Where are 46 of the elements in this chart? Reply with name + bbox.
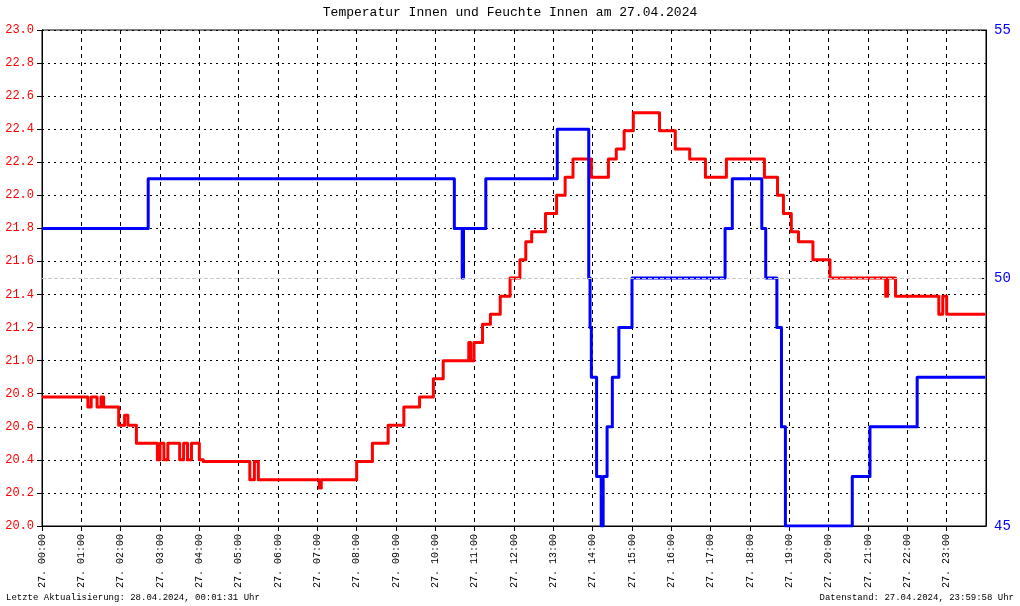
y-tick-label: 22.8 — [5, 56, 34, 71]
y-tick-label: 20.2 — [5, 485, 34, 500]
x-tick-label: 27. 19:00 — [783, 534, 795, 589]
y-tick-label: 22.6 — [5, 89, 34, 104]
x-tick-label: 27. 22:00 — [901, 534, 913, 589]
y-tick-label: 22.4 — [5, 122, 34, 137]
y-tick-label: 22.2 — [5, 155, 34, 170]
y-tick-label: 20.8 — [5, 386, 34, 401]
y-tick-label: 20.4 — [5, 452, 34, 467]
y-tick-label: 21.4 — [5, 287, 34, 302]
y-tick-label: 22.0 — [5, 188, 34, 203]
x-tick-label: 27. 13:00 — [547, 534, 559, 589]
x-tick-label: 27. 03:00 — [154, 534, 166, 589]
x-tick-label: 27. 15:00 — [626, 534, 638, 589]
y2-tick-label: 55 — [994, 22, 1011, 38]
y2-tick-label: 50 — [994, 270, 1011, 286]
x-tick-label: 27. 12:00 — [508, 534, 520, 589]
x-tick-label: 27. 08:00 — [351, 534, 363, 589]
y-tick-label: 20.6 — [5, 419, 34, 434]
x-tick-label: 27. 02:00 — [115, 534, 127, 589]
y2-tick-label: 45 — [994, 518, 1011, 534]
x-tick-label: 27. 16:00 — [665, 534, 677, 589]
x-tick-label: 27. 07:00 — [311, 534, 323, 589]
text: Letzte Aktualisierung: 28.04.2024, 00:01:31 Uhr — [6, 592, 260, 603]
y-tick-label: 20.0 — [5, 519, 34, 533]
text: Datenstand: 27.04.2024, 23:59:58 Uhr — [819, 592, 1015, 603]
x-tick-label: 27. 09:00 — [390, 534, 402, 589]
x-tick-label: 27. 01:00 — [75, 534, 87, 589]
x-tick-label: 27. 10:00 — [429, 534, 441, 589]
x-tick-label: 27. 23:00 — [941, 534, 953, 589]
y-tick-label: 21.6 — [5, 254, 34, 269]
x-tick-label: 27. 20:00 — [823, 534, 835, 589]
y-tick-label: 21.8 — [5, 221, 34, 236]
x-tick-label: 27. 18:00 — [744, 534, 756, 589]
x-tick-label: 27. 21:00 — [862, 534, 874, 589]
y-tick-label: 21.2 — [5, 320, 34, 335]
x-tick-label: 27. 17:00 — [705, 534, 717, 589]
x-tick-label: 27. 05:00 — [233, 534, 245, 589]
x-tick-label: 27. 11:00 — [469, 534, 481, 589]
x-tick-label: 27. 00:00 — [36, 534, 48, 589]
x-tick-label: 27. 06:00 — [272, 534, 284, 589]
y-tick-label: 23.0 — [5, 23, 34, 37]
x-tick-label: 27. 14:00 — [587, 534, 599, 589]
chart-title: Temperatur Innen und Feuchte Innen am 27.04.2024 — [322, 5, 698, 20]
y-tick-label: 21.0 — [5, 353, 34, 368]
x-tick-label: 27. 04:00 — [193, 534, 205, 589]
